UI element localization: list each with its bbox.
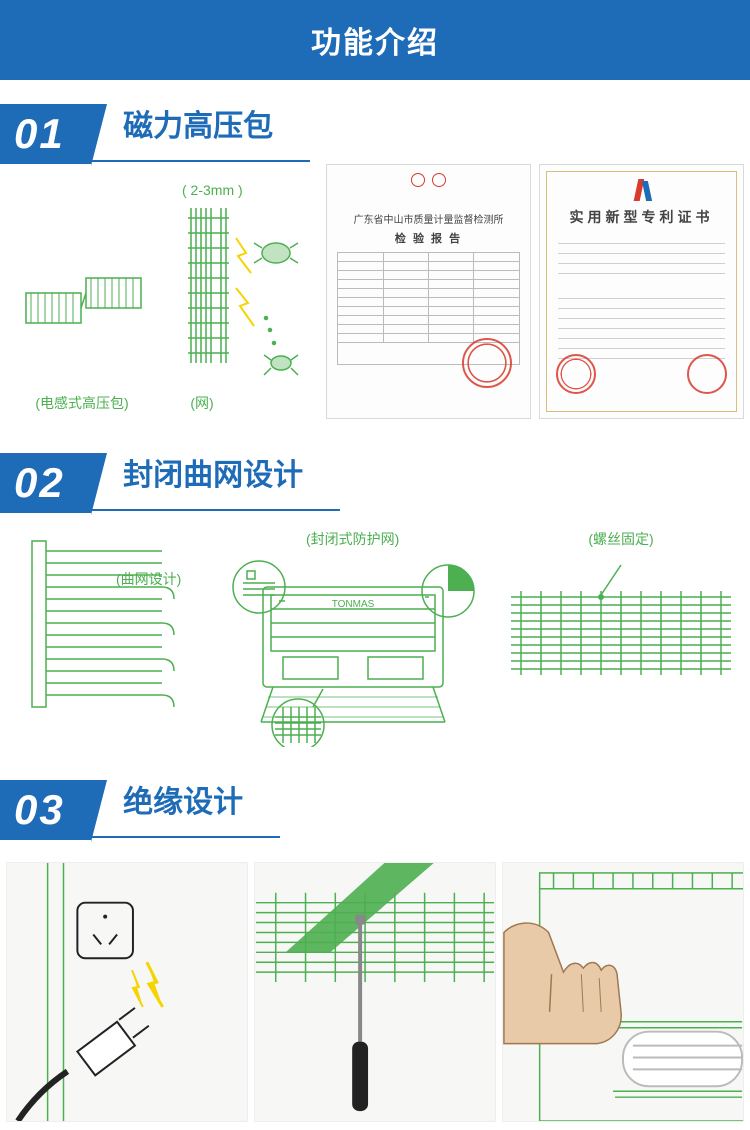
red-stamp-icon: [687, 354, 727, 394]
plug-panel: [6, 862, 248, 1122]
gap-label: ( 2-3mm ): [182, 182, 320, 198]
page-title: 功能介绍: [311, 27, 439, 60]
inspection-report-doc: 广东省中山市质量计量监督检测所 检 验 报 告: [326, 164, 531, 419]
patent-title: 实用新型专利证书: [540, 207, 743, 227]
red-stamp-icon: [462, 338, 512, 388]
section-02: 02 封闭曲网设计 (曲网设计) (封闭式防护网): [0, 429, 750, 756]
section-badge-01: 01: [0, 104, 91, 164]
coil-label: (电感式高压包): [12, 393, 152, 413]
screwdriver-mesh-icon: [255, 863, 495, 1121]
screw-fix-label: (螺丝固定): [498, 529, 744, 549]
plug-outlet-icon: [7, 863, 247, 1121]
patent-certificate-doc: 实用新型专利证书: [539, 164, 744, 419]
screwdriver-panel: [254, 862, 496, 1122]
report-org: 广东省中山市质量计量监督检测所: [333, 211, 524, 226]
section-title-01: 磁力高压包: [123, 101, 273, 145]
hand-touch-mesh-icon: [503, 863, 743, 1121]
mesh-grid-icon: [506, 557, 736, 717]
section-03: 03 绝缘设计: [0, 756, 750, 1130]
patent-logo-icon: [630, 179, 654, 203]
curved-net-icon: [12, 529, 202, 719]
section-badge-02: 02: [0, 453, 91, 513]
device-brand: TONMAS: [331, 599, 374, 610]
curve-net-label: (曲网设计): [116, 569, 181, 589]
red-stamp-icon: [556, 354, 596, 394]
section-title-02: 封闭曲网设计: [123, 450, 303, 494]
section-title-03: 绝缘设计: [123, 777, 243, 821]
coil-net-diagram-icon: [16, 198, 316, 388]
closed-net-label: (封闭式防护网): [207, 529, 498, 549]
section-badge-03: 03: [0, 780, 91, 840]
section1-diagrams: ( 2-3mm ): [6, 162, 326, 423]
device-icon: TONMAS: [213, 557, 493, 747]
page-header: 功能介绍: [0, 0, 750, 80]
net-label: (网): [152, 393, 252, 413]
section-01: 01 磁力高压包 ( 2-3mm ): [0, 80, 750, 429]
hand-panel: [502, 862, 744, 1122]
report-title: 检 验 报 告: [327, 230, 530, 246]
